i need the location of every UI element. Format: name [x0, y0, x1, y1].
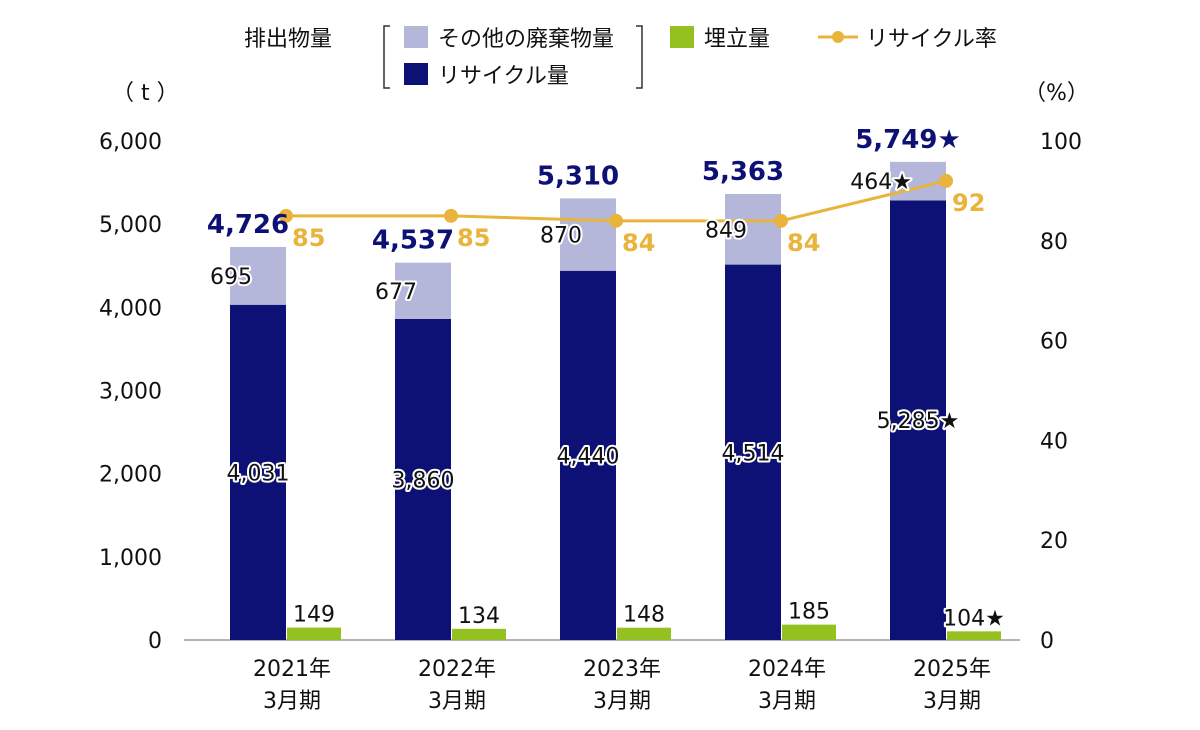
category-period: 3月期: [428, 689, 486, 714]
label-landfill: 104★: [943, 606, 1005, 631]
bars: [230, 161, 1001, 640]
legend-entry-rate: リサイクル率: [866, 27, 997, 52]
bar-other: [395, 262, 451, 319]
bar-recycle: [890, 200, 946, 640]
bar-recycle: [395, 318, 451, 640]
bar-recycle: [725, 264, 781, 640]
rate-line: [279, 173, 953, 228]
legend-group-label: 排出物量: [244, 27, 332, 52]
left-tick-label: 3,000: [99, 380, 162, 405]
bar-landfill: [452, 628, 506, 640]
legend-swatch-rate-dot: [832, 31, 844, 43]
right-axis-unit: （%）: [1024, 81, 1089, 106]
rate-point: [939, 173, 953, 188]
category-year: 2023年: [583, 657, 661, 682]
left-tick-label: 0: [148, 629, 162, 654]
label-landfill: 185: [788, 600, 830, 625]
category-period: 3月期: [263, 689, 321, 714]
label-rate: 84: [622, 229, 655, 257]
label-recycle: 4,514: [722, 441, 785, 466]
right-tick-label: 40: [1040, 429, 1068, 454]
legend-swatch-landfill: [670, 26, 694, 48]
legend-entry-other: その他の廃棄物量: [438, 27, 614, 52]
label-landfill: 149: [293, 603, 335, 628]
bar-landfill: [947, 631, 1001, 640]
label-rate: 84: [787, 229, 820, 257]
category-year: 2024年: [748, 657, 826, 682]
rate-point: [279, 208, 293, 223]
bar-landfill: [287, 627, 341, 640]
label-other: 677: [375, 280, 417, 305]
rate-point: [609, 213, 623, 228]
label-total: 5,310: [537, 161, 619, 191]
legend-bracket-right: [636, 25, 643, 89]
label-landfill: 134: [458, 604, 500, 629]
legend-entry-recycle: リサイクル量: [438, 64, 569, 89]
left-tick-label: 5,000: [99, 213, 162, 238]
label-landfill: 148: [623, 603, 665, 628]
data-labels: 4,031 695 149 4,726 3,860 677 134 4,537 4,440 870…: [207, 125, 1007, 633]
label-recycle: 3,860: [392, 468, 455, 493]
label-recycle: 4,440: [557, 444, 620, 469]
label-rate: 85: [292, 224, 325, 252]
label-rate: 92: [952, 189, 985, 217]
right-axis-ticks: 0 20 40 60 80 100: [1040, 130, 1082, 654]
category-labels: 2021年 3月期 2022年 3月期 2023年 3月期 2024年 3月期 2025年 3月期: [253, 657, 991, 714]
category-year: 2025年: [913, 657, 991, 682]
bar-landfill: [617, 627, 671, 640]
right-tick-label: 60: [1040, 330, 1068, 355]
right-tick-label: 0: [1040, 629, 1054, 654]
bar-other: [725, 193, 781, 265]
category-year: 2021年: [253, 657, 331, 682]
category-year: 2022年: [418, 657, 496, 682]
bar-other: [560, 198, 616, 271]
label-rate: 85: [457, 224, 490, 252]
left-tick-label: 6,000: [99, 130, 162, 155]
legend-bracket-left: [383, 25, 390, 89]
label-other: 464★: [850, 170, 912, 195]
label-recycle: 5,285★: [877, 409, 960, 434]
legend-entry-landfill: 埋立量: [704, 27, 770, 52]
label-total: 5,749★: [855, 125, 961, 155]
legend: 排出物量 その他の廃棄物量 リサイクル量 埋立量 リサイクル率: [244, 25, 997, 89]
label-other: 870: [540, 224, 582, 249]
right-tick-label: 20: [1040, 529, 1068, 554]
right-tick-label: 80: [1040, 230, 1068, 255]
left-tick-label: 4,000: [99, 296, 162, 321]
category-period: 3月期: [923, 689, 981, 714]
rate-point: [774, 213, 788, 228]
left-tick-label: 2,000: [99, 463, 162, 488]
bar-other: [890, 161, 946, 201]
category-period: 3月期: [758, 689, 816, 714]
label-other: 695: [210, 265, 252, 290]
left-tick-label: 1,000: [99, 546, 162, 571]
bar-recycle: [230, 304, 286, 640]
label-total: 4,726: [207, 210, 289, 240]
rate-point: [444, 208, 458, 223]
label-total: 4,537: [372, 226, 454, 256]
bar-recycle: [560, 270, 616, 640]
left-axis-ticks: 0 1,000 2,000 3,000 4,000 5,000 6,000: [99, 130, 162, 654]
right-tick-label: 100: [1040, 130, 1082, 155]
label-total: 5,363: [702, 157, 784, 187]
bar-other: [230, 246, 286, 305]
left-axis-unit: （ t ）: [112, 81, 179, 106]
label-recycle: 4,031: [227, 461, 290, 486]
legend-swatch-recycle: [404, 63, 428, 85]
label-other: 849: [705, 218, 747, 243]
bar-landfill: [782, 624, 836, 640]
category-period: 3月期: [593, 689, 651, 714]
legend-swatch-other: [404, 26, 428, 48]
